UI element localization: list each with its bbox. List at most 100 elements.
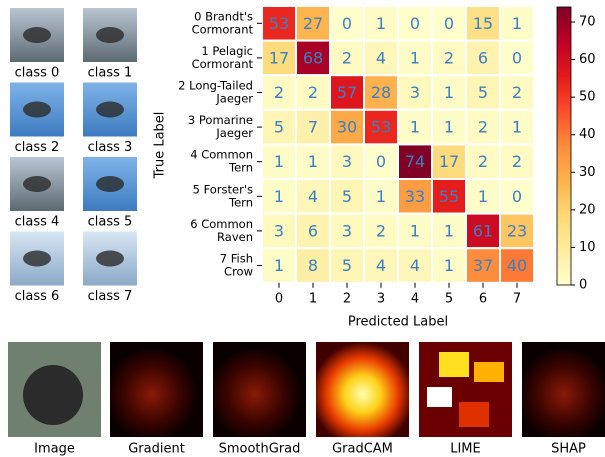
y-tick-label: Jaeger [215, 92, 253, 106]
y-tick-label: Jaeger [215, 126, 253, 140]
method-image [316, 342, 409, 437]
cell-label: 5 [478, 83, 488, 102]
cell-label: 2 [444, 48, 454, 67]
colorbar-tick-label: 10 [579, 240, 596, 255]
cell-label: 1 [512, 14, 522, 33]
colorbar-tick-label: 30 [579, 165, 596, 180]
heatmap-cell [465, 39, 501, 77]
method-label: GradCAM [332, 442, 393, 457]
cell-label: 55 [439, 187, 459, 206]
heatmap-cell [397, 212, 433, 250]
lime-segment [459, 402, 489, 427]
heatmap-cell [499, 143, 535, 180]
cell-label: 2 [342, 48, 352, 67]
y-tick-label: 4 Common [190, 148, 253, 162]
heatmap-cell [295, 212, 331, 250]
cell-label: 1 [478, 187, 488, 206]
lime-segment [474, 362, 504, 382]
cell-label: 0 [410, 14, 420, 33]
y-tick-label: 6 Common [190, 217, 253, 231]
cell-label: 53 [269, 14, 289, 33]
heatmap-cell [499, 178, 535, 215]
cell-label: 4 [376, 256, 386, 275]
method-label: SHAP [551, 442, 586, 457]
heatmap-cell [363, 5, 399, 42]
cell-label: 1 [444, 118, 454, 137]
heatmap-cell [499, 247, 535, 284]
cell-label: 2 [512, 83, 522, 102]
y-tick-label: Cormorant [192, 57, 254, 71]
cell-label: 4 [308, 187, 318, 206]
cell-label: 4 [410, 256, 420, 275]
thumbnail-label: class 5 [88, 215, 133, 230]
x-tick-label: 4 [411, 291, 419, 306]
cell-label: 0 [342, 14, 352, 33]
y-tick-label: 1 Pelagic [201, 44, 253, 58]
x-tick-label: 0 [275, 291, 283, 306]
heatmap-cell [329, 247, 365, 284]
bird-shape [23, 27, 51, 43]
cell-label: 1 [274, 256, 284, 275]
method-label: Image [34, 442, 75, 457]
cell-label: 61 [473, 221, 493, 240]
cell-label: 0 [512, 48, 522, 67]
cell-label: 7 [308, 118, 318, 137]
cell-label: 6 [308, 221, 318, 240]
heatmap-cell [295, 74, 331, 111]
x-tick-label: 5 [445, 291, 453, 306]
cell-label: 3 [342, 152, 352, 171]
heatmap-cell [261, 143, 297, 180]
cell-label: 6 [478, 48, 488, 67]
heatmap-cell [397, 143, 433, 180]
heatmap-cell [397, 39, 433, 77]
cell-label: 1 [376, 14, 386, 33]
cell-label: 2 [308, 83, 318, 102]
heatmap-cell [397, 5, 433, 42]
heatmap-cell [397, 74, 433, 111]
cell-label: 57 [337, 83, 357, 102]
heatmap-cell [431, 5, 467, 42]
cell-label: 1 [410, 118, 420, 137]
lime-segment [439, 352, 469, 377]
bird-shape [23, 101, 51, 118]
heatmap-cell [295, 39, 331, 77]
heatmap-cell [329, 108, 365, 146]
colorbar-tick-label: 40 [579, 127, 596, 142]
colorbar-tick-label: 60 [579, 52, 596, 67]
cell-label: 68 [303, 48, 323, 67]
heatmap-cell [431, 74, 467, 111]
cell-label: 30 [337, 118, 357, 137]
bird-shape [96, 101, 124, 118]
cell-label: 17 [269, 48, 289, 67]
bird-shape [96, 250, 124, 267]
heatmap-cell [397, 178, 433, 215]
heatmap-cell [363, 178, 399, 215]
cell-label: 74 [405, 152, 425, 171]
bird-shape [23, 250, 51, 267]
y-tick-label: Cormorant [192, 22, 254, 36]
cell-label: 1 [410, 221, 420, 240]
method-label: SmoothGrad [219, 442, 301, 457]
thumbnail-label: class 0 [15, 66, 60, 81]
y-tick-label: 7 Fish [220, 252, 253, 266]
lime-segment [427, 387, 452, 407]
cell-label: 1 [444, 221, 454, 240]
cell-label: 15 [473, 14, 493, 33]
y-tick-label: 2 Long-Tailed [178, 79, 253, 93]
heatmap-cell [499, 5, 535, 42]
colorbar-tick-label: 0 [579, 278, 587, 293]
heatmap-cell [431, 143, 467, 180]
cell-label: 1 [274, 187, 284, 206]
x-tick-label: 3 [377, 291, 385, 306]
cell-label: 3 [342, 221, 352, 240]
bird-shape [23, 176, 51, 192]
cell-label: 40 [507, 256, 527, 275]
y-tick-label: Crow [224, 265, 253, 279]
bird-shape [96, 176, 124, 192]
method-image [522, 342, 605, 437]
cell-label: 8 [308, 256, 318, 275]
y-axis-label: True Label [153, 112, 168, 180]
cell-label: 1 [274, 152, 284, 171]
thumbnail-label: class 6 [15, 289, 60, 304]
